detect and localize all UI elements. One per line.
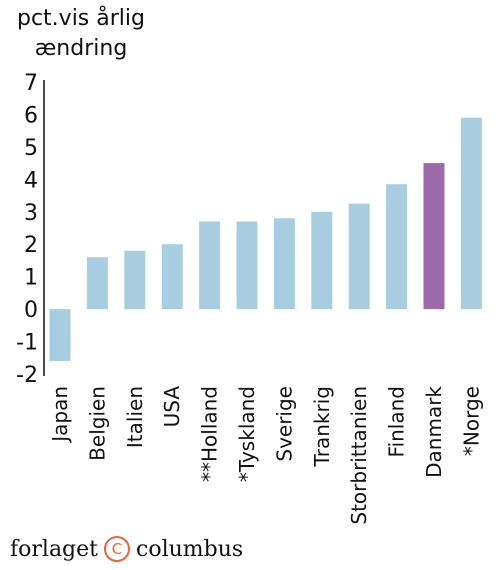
y-tick-label: 7 (24, 71, 38, 96)
bar (423, 163, 445, 310)
x-tick-label: *Tyskland (235, 386, 259, 482)
y-tick-label: 0 (24, 298, 38, 323)
y-axis-label: pct.vis årlig ændring (6, 4, 156, 64)
x-tick-label: *Norge (459, 386, 483, 456)
bar (236, 221, 258, 310)
x-tick-label: Italien (123, 386, 147, 448)
copyright-icon: C (104, 536, 130, 562)
publisher-name-right: columbus (136, 536, 244, 562)
bar (161, 244, 183, 310)
bar (124, 250, 146, 310)
y-tick-label: -2 (16, 363, 38, 388)
x-tick-labels: Japan Belgien Italien USA **Holland *Tyskland… (48, 386, 483, 525)
bars (49, 117, 482, 362)
bar (199, 221, 221, 310)
y-tick-label: 4 (24, 168, 38, 193)
bar (386, 184, 408, 310)
bar (311, 211, 333, 310)
y-axis-label-line-2: ændring (34, 36, 128, 61)
x-tick-label: Storbrittanien (347, 386, 371, 525)
x-tick-label: Trankrig (310, 386, 334, 468)
y-axis-label-line-1: pct.vis årlig (17, 6, 145, 31)
x-tick-label: Danmark (422, 386, 446, 478)
x-tick-label: Belgien (85, 386, 109, 461)
y-tick-label: 5 (24, 136, 38, 161)
bar (348, 203, 370, 310)
y-tick-label: -1 (16, 331, 38, 356)
publisher-name-left: forlaget (10, 536, 98, 562)
x-tick-label: Finland (385, 386, 409, 457)
bar (86, 257, 108, 310)
publisher-logo: forlaget C columbus (10, 536, 243, 562)
y-tick-label: 2 (24, 233, 38, 258)
x-tick-label: Sverige (272, 386, 296, 462)
y-tick-label: 6 (24, 103, 38, 128)
y-tick-labels: 7 6 5 4 3 2 1 0 -1 -2 (16, 71, 38, 388)
bar (49, 309, 71, 362)
y-tick-label: 3 (24, 201, 38, 226)
bar (273, 218, 295, 310)
y-tick-label: 1 (24, 266, 38, 291)
x-tick-label: **Holland (198, 386, 222, 482)
bar (460, 117, 482, 310)
x-tick-label: USA (160, 386, 184, 428)
x-tick-label: Japan (48, 386, 72, 444)
